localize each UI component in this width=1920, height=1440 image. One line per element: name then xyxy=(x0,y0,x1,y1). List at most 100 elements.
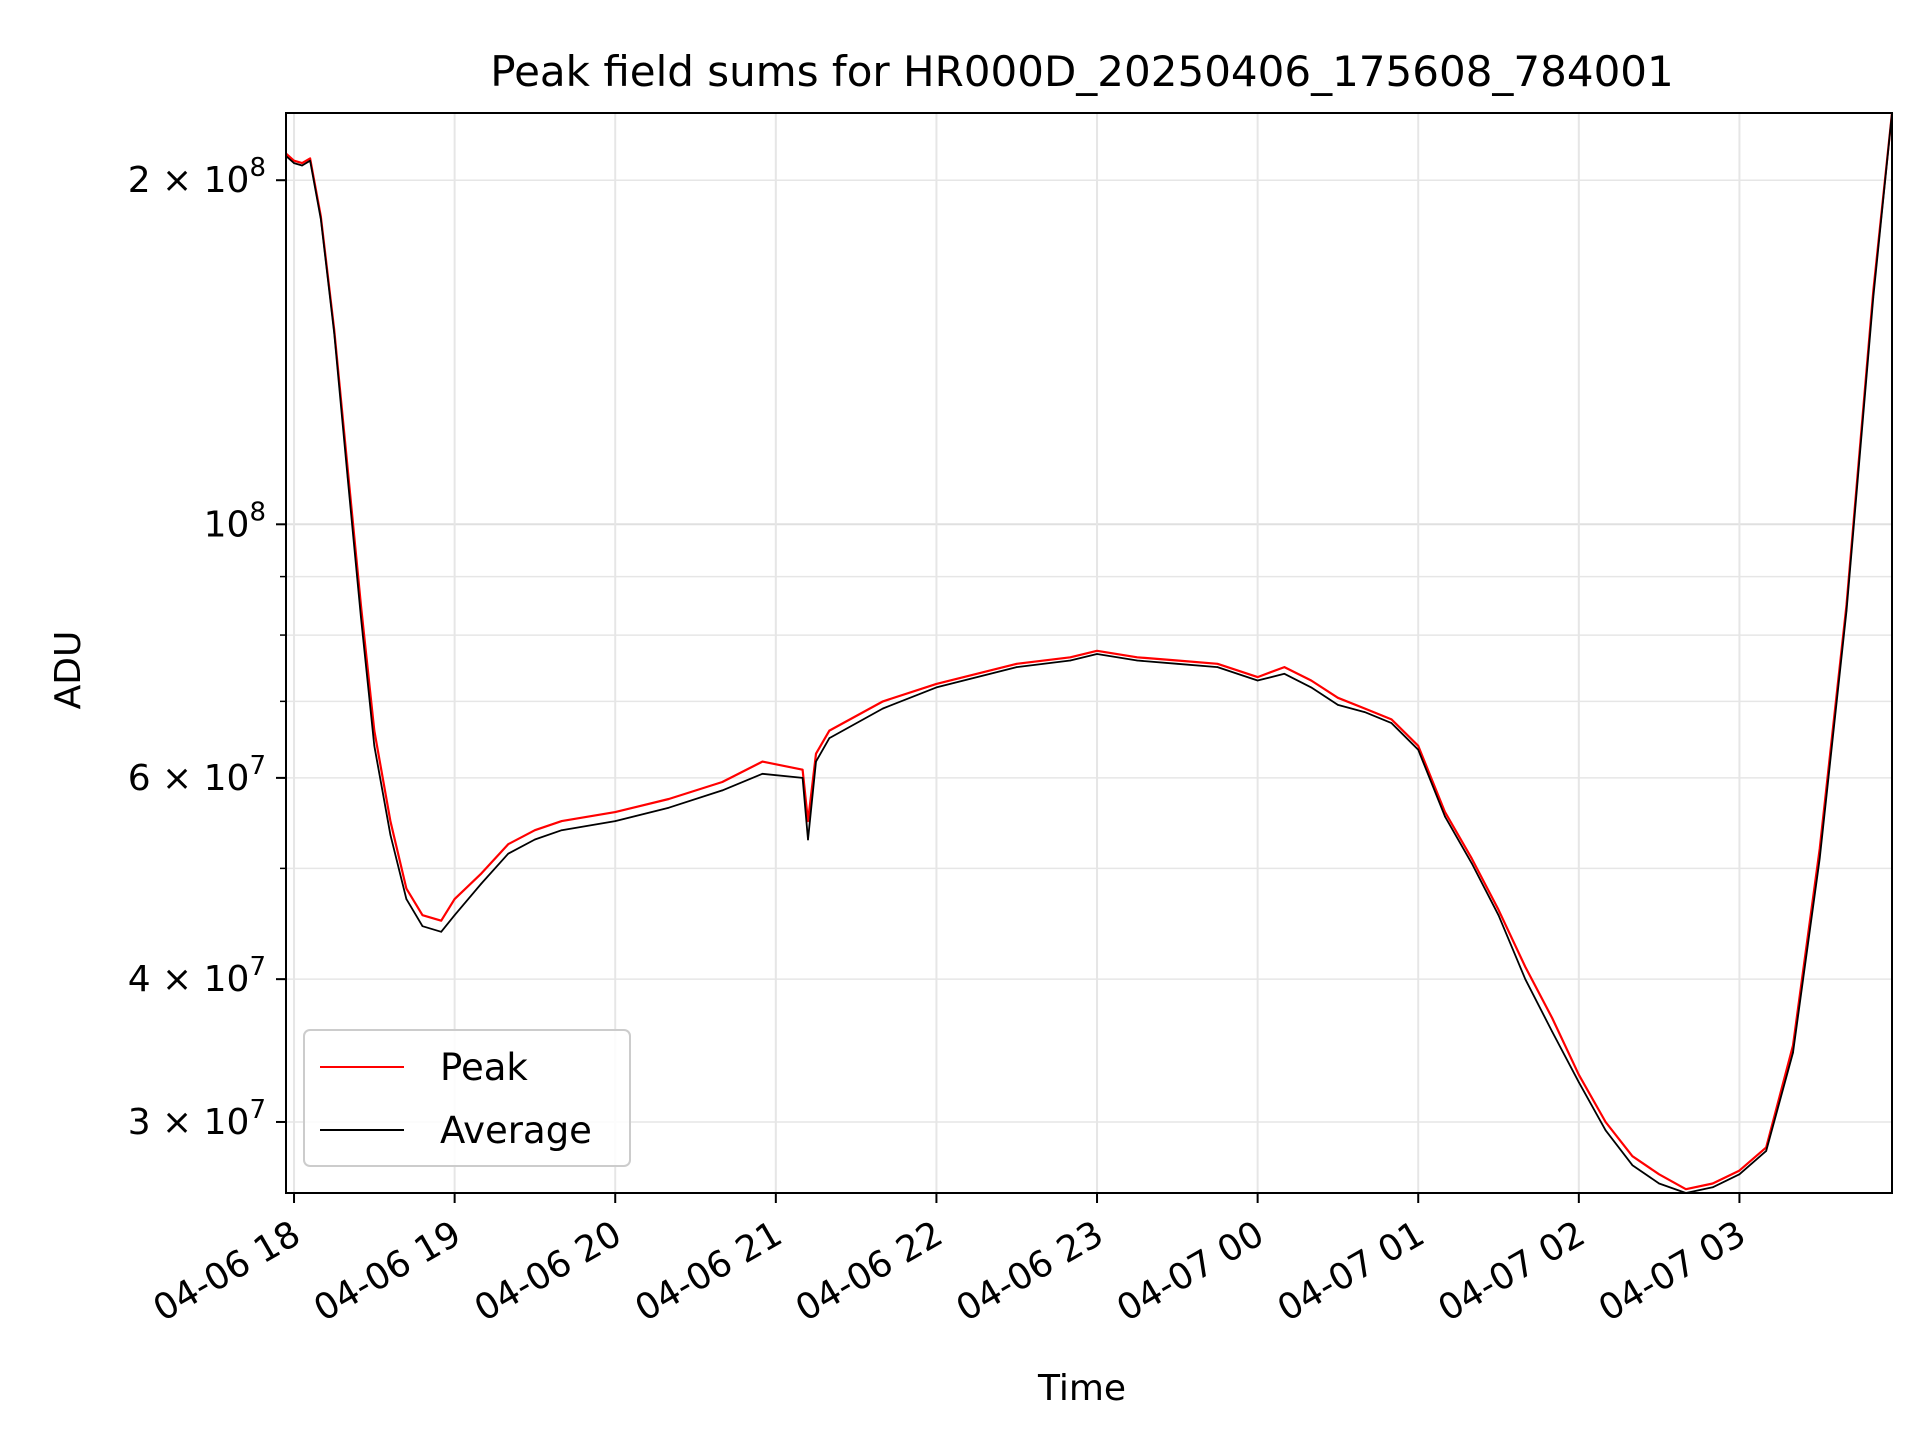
data-point-peak xyxy=(560,820,563,822)
grid-layer xyxy=(286,113,1892,1193)
data-point-average xyxy=(1096,653,1098,655)
data-point-peak xyxy=(1631,1155,1634,1157)
data-point-peak xyxy=(1337,697,1339,699)
data-point-peak xyxy=(1136,656,1138,659)
data-point-average xyxy=(309,159,311,162)
data-point-average xyxy=(421,925,424,927)
data-point-average xyxy=(1176,663,1179,665)
data-point-average xyxy=(301,164,303,167)
data-point-average xyxy=(1551,1030,1553,1033)
data-point-average xyxy=(828,737,831,739)
data-point-peak xyxy=(807,820,809,822)
data-point-peak xyxy=(1551,1017,1553,1019)
data-point-average xyxy=(360,616,362,618)
data-point-peak xyxy=(1310,679,1312,682)
data-point-peak xyxy=(534,829,536,831)
data-point-peak xyxy=(1658,1173,1660,1176)
data-point-peak xyxy=(440,919,443,922)
data-point-average xyxy=(1818,857,1821,860)
data-point-peak xyxy=(882,700,884,703)
data-point-average xyxy=(440,931,443,933)
x-axis-label: Time xyxy=(1037,1368,1126,1409)
data-point-average xyxy=(935,686,938,689)
data-point-peak xyxy=(1417,745,1419,747)
legend-label-average: Average xyxy=(440,1109,592,1152)
data-point-average xyxy=(1337,704,1339,706)
data-point-peak xyxy=(309,157,311,160)
data-point-peak xyxy=(815,752,817,755)
data-point-average xyxy=(1363,711,1366,713)
data-point-average xyxy=(1631,1164,1634,1166)
data-point-average xyxy=(1471,862,1473,865)
data-point-peak xyxy=(1738,1169,1741,1172)
data-point-average xyxy=(507,852,510,855)
data-point-average xyxy=(1765,1150,1767,1152)
data-point-average xyxy=(1069,659,1072,662)
data-point-average xyxy=(882,707,884,710)
y-axis-label: ADU xyxy=(48,631,89,710)
data-point-average xyxy=(668,806,670,809)
data-point-average xyxy=(405,898,408,900)
data-point-peak xyxy=(1471,857,1473,860)
y-tick-label: 2 × 108 xyxy=(128,153,266,201)
data-point-average xyxy=(1444,815,1446,818)
data-point-average xyxy=(480,882,483,885)
data-point-average xyxy=(1578,1081,1580,1083)
data-point-average xyxy=(453,914,456,916)
data-point-peak xyxy=(828,729,831,732)
data-point-average xyxy=(293,162,295,164)
data-point-peak xyxy=(668,798,670,800)
data-point-average xyxy=(721,789,724,792)
data-point-average xyxy=(1310,686,1312,689)
data-point-average xyxy=(389,834,392,836)
data-point-average xyxy=(1604,1129,1607,1132)
data-point-average xyxy=(1497,914,1500,916)
data-point-peak xyxy=(405,887,408,890)
data-point-peak xyxy=(1096,650,1098,652)
data-point-peak xyxy=(1363,707,1366,710)
data-point-average xyxy=(614,820,616,822)
legend: Peak Average xyxy=(303,1029,631,1167)
data-point-peak xyxy=(293,159,295,162)
data-point-peak xyxy=(389,820,392,822)
data-point-peak xyxy=(1256,676,1259,678)
data-point-average xyxy=(346,476,349,478)
legend-box xyxy=(303,1029,631,1167)
data-point-peak xyxy=(1604,1121,1607,1123)
data-point-average xyxy=(373,745,376,747)
data-point-average xyxy=(534,838,536,841)
data-point-average xyxy=(1216,666,1219,668)
data-point-average xyxy=(320,218,322,220)
data-point-peak xyxy=(1685,1188,1687,1190)
data-point-average xyxy=(333,332,336,334)
data-point-average xyxy=(1136,659,1138,662)
data-point-peak xyxy=(1711,1182,1714,1185)
data-point-peak xyxy=(1524,966,1527,968)
data-point-peak xyxy=(614,811,616,813)
y-tick-label: 6 × 107 xyxy=(128,751,266,799)
data-point-peak xyxy=(1390,718,1393,721)
plot-frame xyxy=(285,112,1893,1194)
data-point-average xyxy=(1792,1051,1794,1054)
data-point-average xyxy=(1256,679,1259,682)
data-point-peak xyxy=(1216,663,1219,665)
data-point-peak xyxy=(721,781,724,783)
legend-label-peak: Peak xyxy=(440,1046,528,1089)
data-point-average xyxy=(1845,610,1848,612)
data-point-peak xyxy=(1069,656,1072,659)
chart-title: Peak field sums for HR000D_20250406_1756… xyxy=(490,47,1674,96)
data-point-peak xyxy=(761,760,764,763)
data-point-average xyxy=(1417,748,1419,751)
data-point-average xyxy=(807,838,809,841)
y-tick-label: 4 × 107 xyxy=(128,952,266,1000)
data-point-average xyxy=(761,773,764,775)
data-point-peak xyxy=(453,898,456,900)
data-point-peak xyxy=(480,872,483,875)
data-point-peak xyxy=(1015,663,1018,665)
data-point-peak xyxy=(1497,909,1500,911)
series-layer xyxy=(285,112,1894,1194)
data-point-peak xyxy=(1444,811,1446,813)
data-point-average xyxy=(801,777,804,779)
